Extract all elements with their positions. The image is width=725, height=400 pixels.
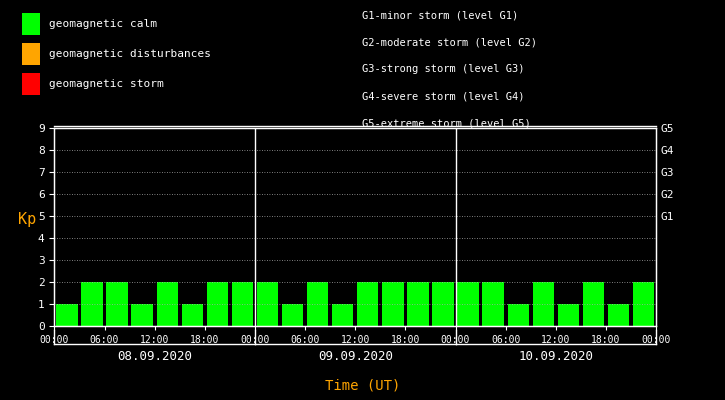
Bar: [282, 304, 303, 326]
Text: 10.09.2020: 10.09.2020: [518, 350, 593, 363]
Bar: [357, 282, 378, 326]
Bar: [558, 304, 579, 326]
Text: geomagnetic storm: geomagnetic storm: [49, 79, 163, 89]
Bar: [257, 282, 278, 326]
Text: G1-minor storm (level G1): G1-minor storm (level G1): [362, 10, 519, 20]
Bar: [107, 282, 128, 326]
Bar: [432, 282, 454, 326]
Bar: [57, 304, 78, 326]
Text: 09.09.2020: 09.09.2020: [318, 350, 393, 363]
Bar: [407, 282, 428, 326]
Bar: [608, 304, 629, 326]
Text: Time (UT): Time (UT): [325, 379, 400, 393]
Text: geomagnetic calm: geomagnetic calm: [49, 19, 157, 29]
Bar: [157, 282, 178, 326]
Bar: [207, 282, 228, 326]
Bar: [131, 304, 153, 326]
Y-axis label: Kp: Kp: [17, 212, 36, 227]
Bar: [507, 304, 529, 326]
Text: G5-extreme storm (level G5): G5-extreme storm (level G5): [362, 119, 531, 129]
Text: 08.09.2020: 08.09.2020: [117, 350, 192, 363]
Bar: [633, 282, 654, 326]
Bar: [332, 304, 353, 326]
Bar: [81, 282, 103, 326]
Text: G2-moderate storm (level G2): G2-moderate storm (level G2): [362, 37, 537, 47]
Bar: [182, 304, 203, 326]
Text: G3-strong storm (level G3): G3-strong storm (level G3): [362, 64, 525, 74]
Bar: [457, 282, 479, 326]
Bar: [483, 282, 504, 326]
Bar: [533, 282, 554, 326]
Text: geomagnetic disturbances: geomagnetic disturbances: [49, 49, 210, 59]
Bar: [382, 282, 404, 326]
Bar: [583, 282, 604, 326]
Bar: [307, 282, 328, 326]
Bar: [232, 282, 253, 326]
Text: G4-severe storm (level G4): G4-severe storm (level G4): [362, 92, 525, 102]
